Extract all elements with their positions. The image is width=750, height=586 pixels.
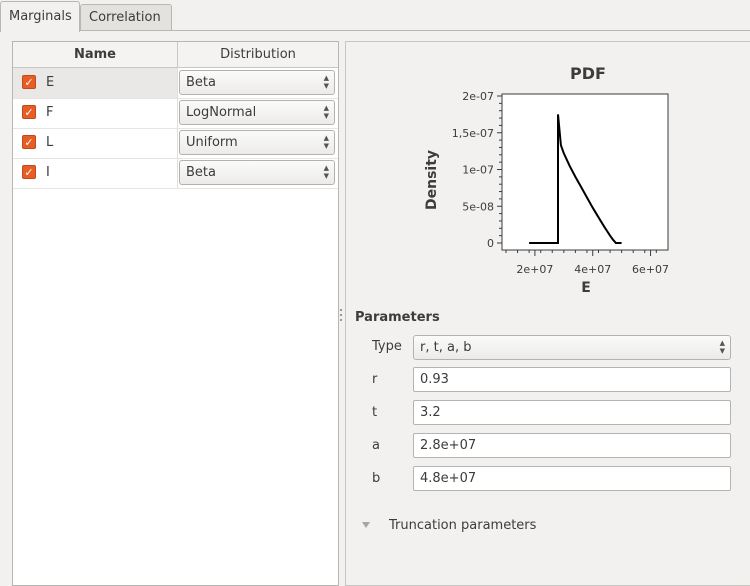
updown-arrows-icon: ▲ ▼ (323, 104, 329, 120)
y-tick-label: 2e-07 (462, 90, 494, 103)
updown-arrows-icon: ▲ ▼ (323, 134, 329, 150)
variable-name: E (46, 75, 55, 90)
distribution-select[interactable]: Beta ▲ ▼ (179, 160, 335, 185)
param-r-input[interactable] (413, 367, 731, 392)
updown-arrows-icon: ▲ ▼ (719, 339, 725, 355)
y-tick-label: 1,5e-07 (452, 127, 494, 140)
checkbox-checked-icon[interactable]: ✓ (22, 75, 36, 89)
distribution-value: Beta (186, 75, 216, 90)
distribution-panel: PDF Density E 0 5e-08 1e-07 1,5e-07 2e-07 2e+… (345, 41, 750, 586)
checkbox-checked-icon[interactable]: ✓ (22, 105, 36, 119)
distribution-value: LogNormal (186, 105, 257, 120)
param-a-label: a (372, 438, 380, 453)
distribution-select[interactable]: Uniform ▲ ▼ (179, 130, 335, 155)
tab-correlation-label: Correlation (89, 10, 161, 25)
distribution-select[interactable]: Beta ▲ ▼ (179, 70, 335, 95)
updown-arrows-icon: ▲ ▼ (323, 164, 329, 180)
param-t-input[interactable] (413, 400, 731, 425)
name-cell[interactable]: ✓ L (13, 128, 178, 158)
marginals-panel: Name Distribution ✓ E Beta ▲ ▼ ✓ F LogNor… (0, 30, 750, 586)
tab-correlation[interactable]: Correlation (80, 4, 172, 30)
checkbox-checked-icon[interactable]: ✓ (22, 165, 36, 179)
pdf-chart: PDF Density E 0 5e-08 1e-07 1,5e-07 2e-07 2e+… (424, 64, 669, 294)
param-b-label: b (372, 471, 381, 486)
name-cell[interactable]: ✓ F (13, 98, 178, 128)
truncation-parameters-label: Truncation parameters (389, 518, 537, 533)
tab-bar: Marginals Correlation (0, 0, 750, 32)
splitter-handle[interactable] (340, 309, 343, 323)
param-t-label: t (372, 405, 378, 420)
param-a-input[interactable] (413, 433, 731, 458)
tab-marginals-label: Marginals (9, 9, 72, 24)
table-row[interactable]: ✓ L Uniform ▲ ▼ (13, 128, 338, 159)
table-header: Name Distribution (13, 42, 338, 68)
table-row[interactable]: ✓ I Beta ▲ ▼ (13, 158, 338, 189)
name-cell[interactable]: ✓ I (13, 158, 178, 188)
tab-marginals[interactable]: Marginals (0, 1, 80, 32)
y-tick-label: 0 (487, 237, 494, 250)
param-b-input[interactable] (413, 466, 731, 491)
x-tick-label: 2e+07 (516, 263, 553, 276)
variable-name: F (46, 105, 54, 120)
y-tick-label: 1e-07 (462, 164, 494, 177)
type-select[interactable]: r, t, a, b ▲ ▼ (413, 335, 731, 360)
variables-table: Name Distribution ✓ E Beta ▲ ▼ ✓ F LogNor… (12, 41, 339, 586)
collapse-triangle-icon (362, 522, 370, 528)
param-r-label: r (372, 372, 378, 387)
x-axis-label: E (581, 280, 591, 294)
x-tick-label: 4e+07 (574, 263, 611, 276)
pdf-curve (529, 114, 622, 244)
y-axis-label: Density (424, 150, 440, 210)
table-row[interactable]: ✓ F LogNormal ▲ ▼ (13, 98, 338, 129)
x-tick-label: 6e+07 (632, 263, 669, 276)
name-cell[interactable]: ✓ E (13, 68, 178, 98)
distribution-value: Uniform (186, 135, 238, 150)
distribution-select[interactable]: LogNormal ▲ ▼ (179, 100, 335, 125)
name-column-header[interactable]: Name (13, 42, 178, 67)
variable-name: L (46, 135, 54, 150)
type-value: r, t, a, b (420, 340, 472, 355)
distribution-column-header[interactable]: Distribution (220, 47, 296, 62)
y-tick-label: 5e-08 (462, 200, 494, 213)
variable-name: I (46, 165, 50, 180)
table-row[interactable]: ✓ E Beta ▲ ▼ (13, 68, 338, 99)
plot-canvas (501, 93, 669, 251)
updown-arrows-icon: ▲ ▼ (323, 74, 329, 90)
type-label: Type (372, 339, 402, 354)
parameters-title: Parameters (355, 310, 440, 325)
checkbox-checked-icon[interactable]: ✓ (22, 135, 36, 149)
distribution-value: Beta (186, 165, 216, 180)
chart-title: PDF (570, 64, 606, 83)
